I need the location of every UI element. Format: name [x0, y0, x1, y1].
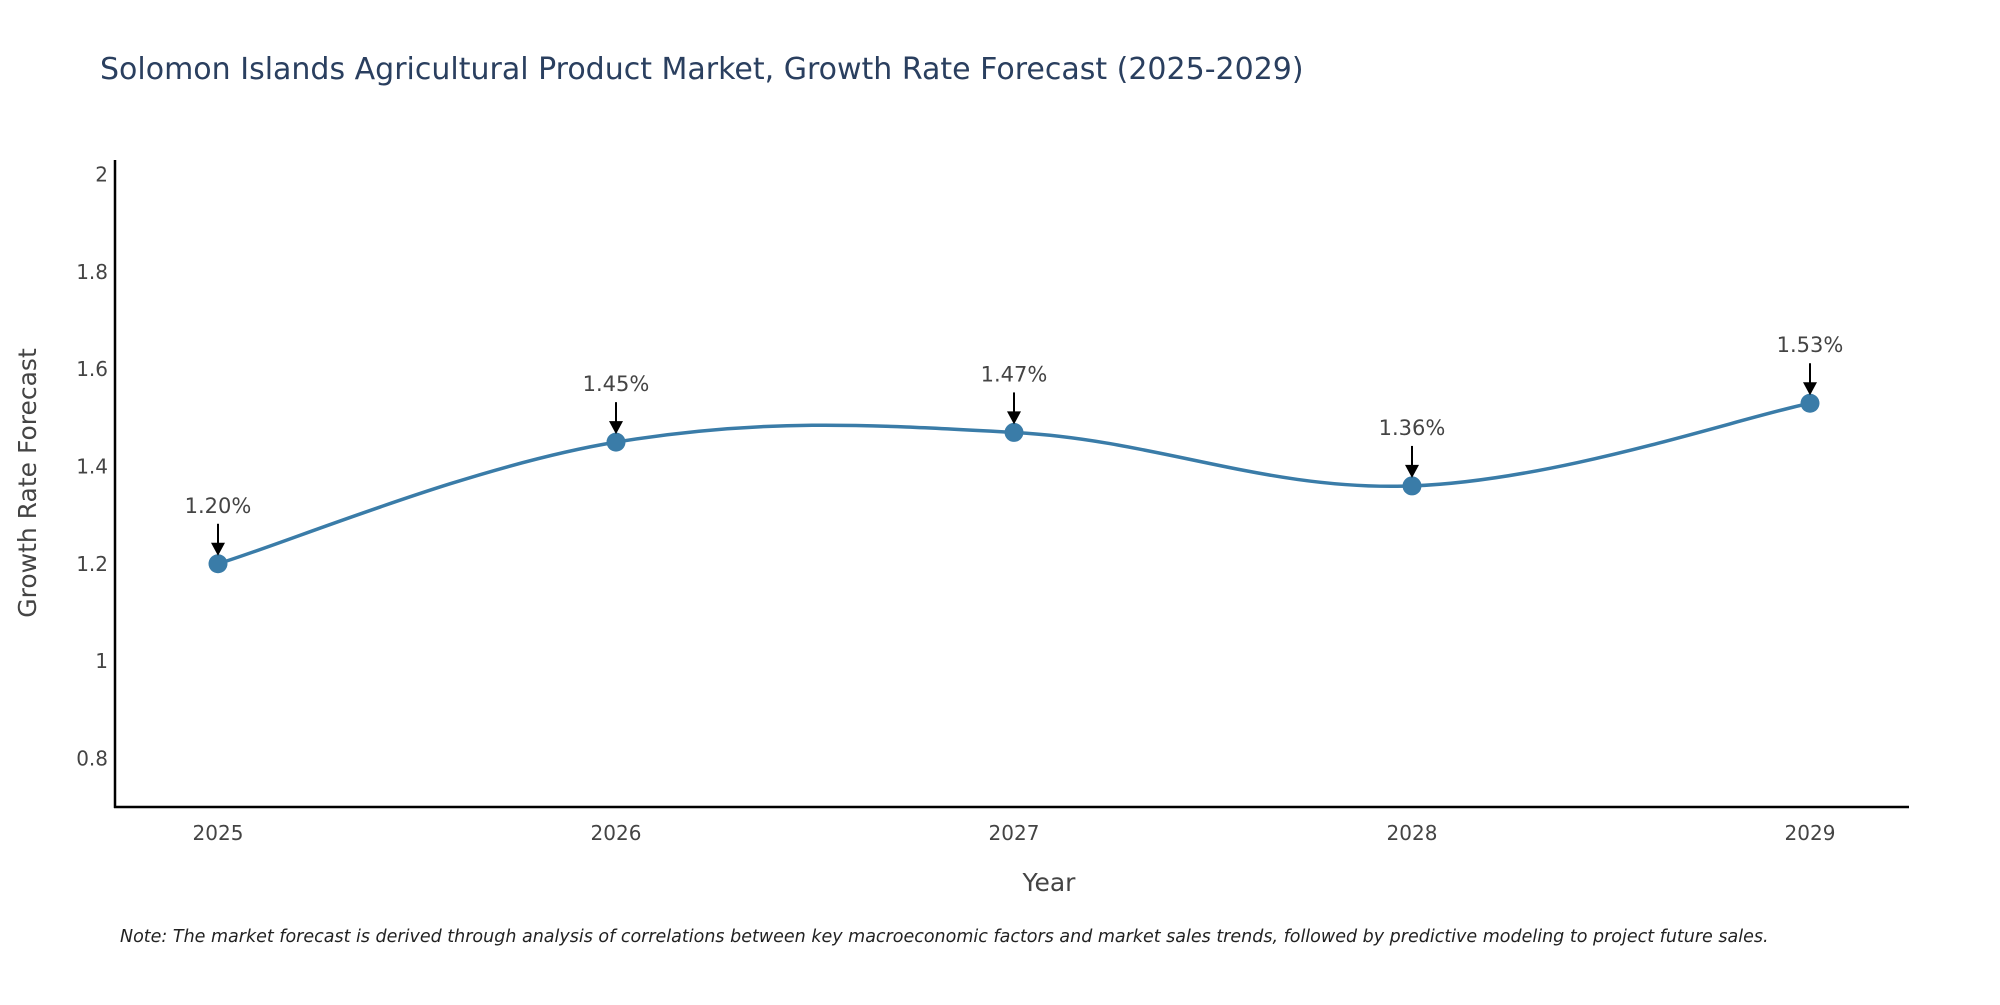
y-tick-label: 1.6 — [76, 357, 108, 381]
data-label: 1.20% — [185, 494, 252, 518]
data-point — [606, 432, 626, 452]
x-tick-label: 2027 — [989, 821, 1040, 845]
y-tick-label: 1.2 — [76, 552, 108, 576]
data-label: 1.36% — [1379, 416, 1446, 440]
x-tick-label: 2029 — [1785, 821, 1836, 845]
x-tick-label: 2026 — [591, 821, 642, 845]
y-axis-ticks: 0.8 1 1.2 1.4 1.6 1.8 2 — [76, 163, 108, 771]
y-tick-label: 1 — [95, 649, 108, 673]
annotation-arrow-head — [1405, 464, 1419, 478]
data-point — [208, 554, 228, 574]
data-markers — [208, 393, 1820, 574]
y-axis-title: Growth Rate Forecast — [13, 348, 42, 618]
annotation-arrow-head — [211, 542, 225, 556]
annotation-arrow-head — [1803, 382, 1817, 396]
y-tick-label: 0.8 — [76, 746, 108, 770]
data-point — [1800, 393, 1820, 413]
x-axis-ticks: 2025 2026 2027 2028 2029 — [193, 821, 1836, 845]
annotation-arrow-head — [1007, 411, 1021, 425]
y-tick-label: 1.8 — [76, 260, 108, 284]
data-annotations: 1.20% 1.45% 1.47% 1.36% 1.53% — [185, 333, 1844, 556]
data-label: 1.47% — [981, 362, 1048, 386]
annotation-arrow-head — [609, 421, 623, 435]
data-point — [1402, 476, 1422, 496]
x-axis-title: Year — [1022, 868, 1077, 897]
y-tick-label: 1.4 — [76, 454, 108, 478]
x-tick-label: 2028 — [1387, 821, 1438, 845]
data-label: 1.45% — [583, 372, 650, 396]
footnote: Note: The market forecast is derived thr… — [120, 927, 1769, 947]
chart-title: Solomon Islands Agricultural Product Mar… — [100, 52, 1304, 87]
data-point — [1004, 422, 1024, 442]
data-label: 1.53% — [1777, 333, 1844, 357]
y-tick-label: 2 — [95, 163, 108, 187]
x-tick-label: 2025 — [193, 821, 244, 845]
